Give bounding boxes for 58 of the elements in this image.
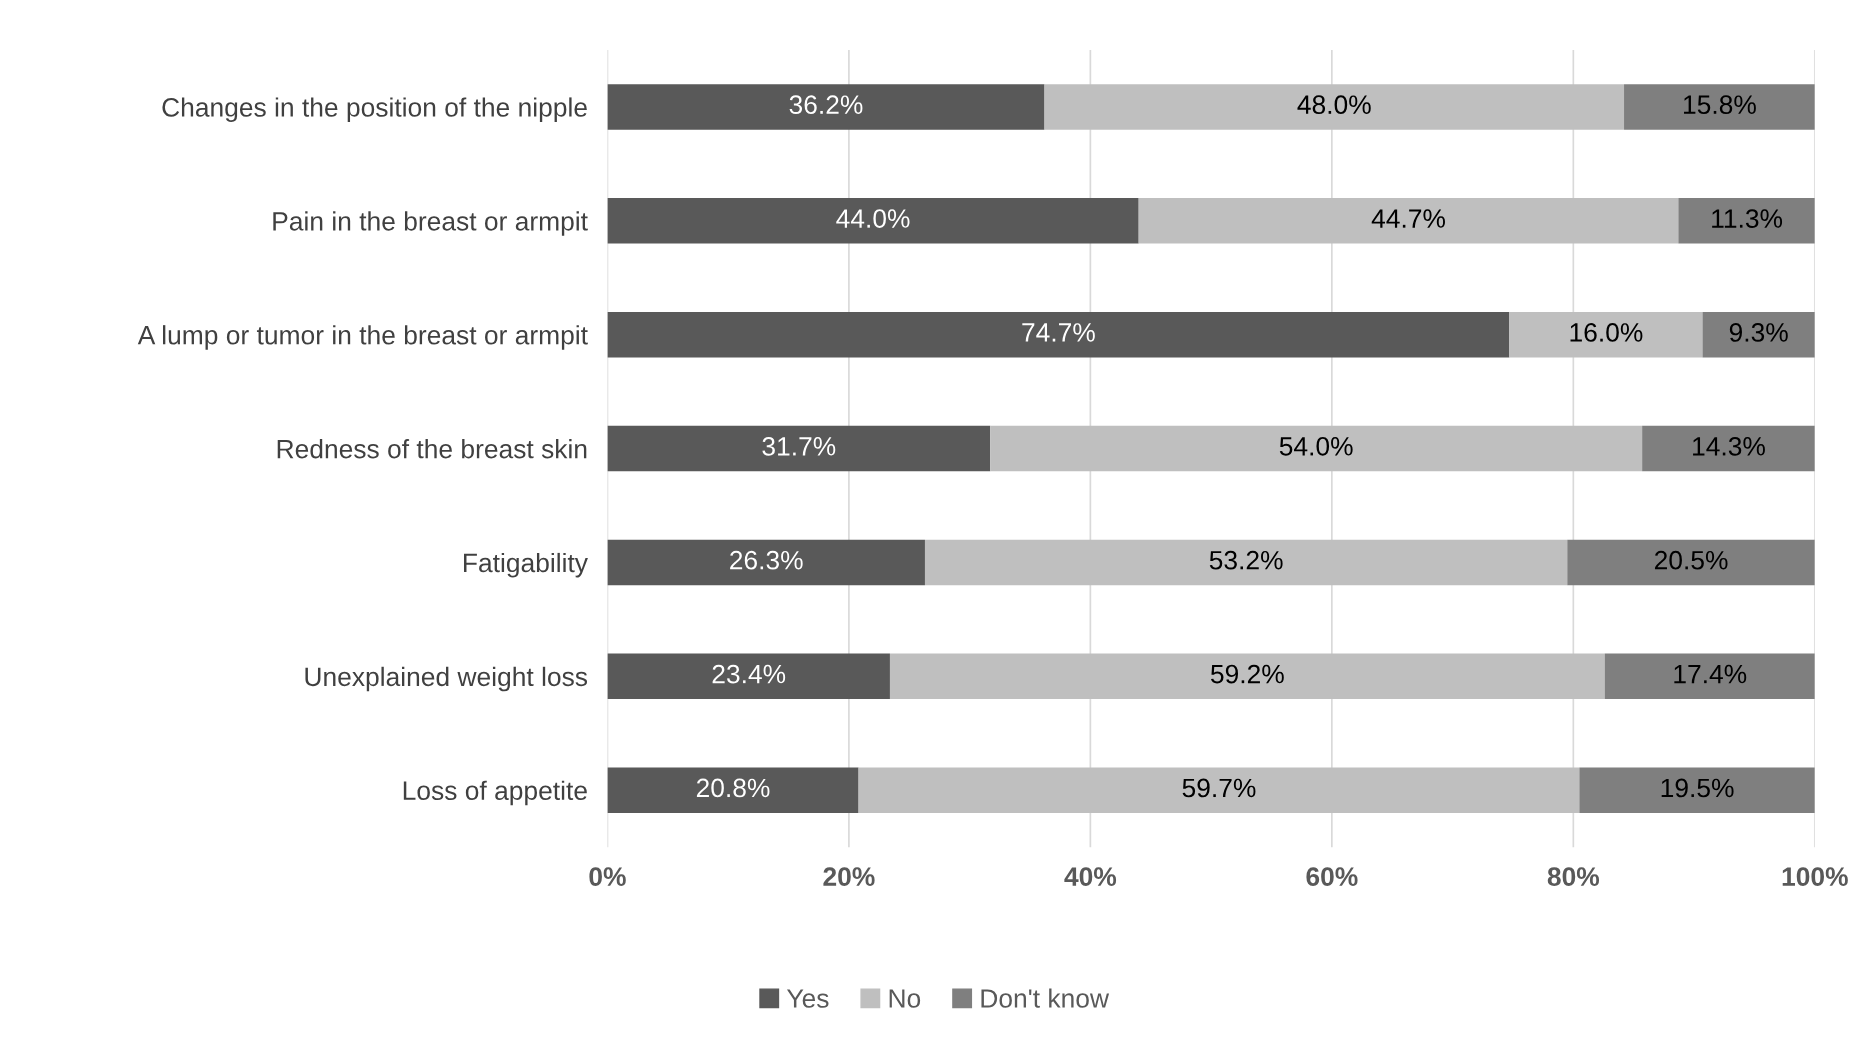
data-label: 11.3% (1712, 209, 1783, 228)
x-tick-label: 20% (823, 867, 875, 886)
data-label: 36.2% (789, 95, 863, 115)
bar (858, 767, 1580, 813)
data-label: 19.5% (1661, 778, 1734, 798)
bar (1642, 425, 1815, 472)
data-label: 44.7% (1371, 209, 1445, 228)
y-tick-label: Pain in the breast or armpit (273, 211, 588, 236)
bar (1509, 311, 1703, 358)
bar (607, 539, 925, 586)
y-tick-label: Fatigability (464, 552, 588, 578)
bar (1567, 539, 1815, 586)
bar (607, 425, 991, 472)
data-label: 74.7% (1022, 323, 1095, 342)
bar (1678, 198, 1815, 244)
y-tick-label: Unexplained weight loss (305, 666, 588, 692)
data-label: 15.8% (1684, 95, 1756, 115)
y-tick-label: Loss of appetite (403, 780, 587, 806)
legend-label: No (889, 989, 921, 1008)
bar (889, 653, 1605, 700)
bar (1138, 198, 1679, 244)
data-label: 44.0% (836, 209, 910, 228)
x-tick-label: 40% (1064, 867, 1117, 886)
x-tick-label: 60% (1306, 867, 1358, 886)
y-tick-label: Changes in the position of the nipple (162, 97, 587, 122)
data-label: 54.0% (1279, 436, 1353, 456)
data-label: 59.7% (1182, 778, 1256, 798)
data-label: 20.8% (696, 778, 770, 798)
bar (990, 425, 1643, 472)
x-tick-label: 0% (589, 867, 626, 886)
data-label: 26.3% (730, 550, 803, 570)
bar (607, 311, 1510, 358)
bar (607, 84, 1045, 130)
bar (1702, 311, 1815, 358)
data-label: 31.7% (762, 436, 836, 456)
y-tick-label: Redness of the breast skin (277, 439, 587, 459)
legend-label: Yes (786, 989, 829, 1008)
legend-label: Don't know (981, 988, 1110, 1008)
data-label: 59.2% (1210, 664, 1284, 684)
bar (607, 653, 890, 700)
bar (924, 539, 1568, 586)
bar (1604, 653, 1815, 700)
data-label: 23.4% (712, 664, 786, 684)
x-tick-label: 80% (1547, 867, 1600, 886)
data-label: 48.0% (1297, 95, 1371, 115)
bar (607, 767, 859, 813)
bar (1044, 84, 1625, 130)
x-tick-label: 100% (1782, 867, 1848, 886)
bar (1624, 84, 1815, 130)
data-label: 14.3% (1693, 436, 1765, 456)
data-label: 16.0% (1570, 323, 1643, 342)
y-tick-label: A lump or tumor in the breast or armpit (137, 325, 588, 350)
bar (1579, 767, 1815, 813)
bar (607, 198, 1139, 244)
data-label: 17.4% (1674, 664, 1747, 684)
data-label: 9.3% (1729, 323, 1788, 342)
data-label: 53.2% (1209, 550, 1283, 570)
data-label: 20.5% (1654, 550, 1728, 570)
